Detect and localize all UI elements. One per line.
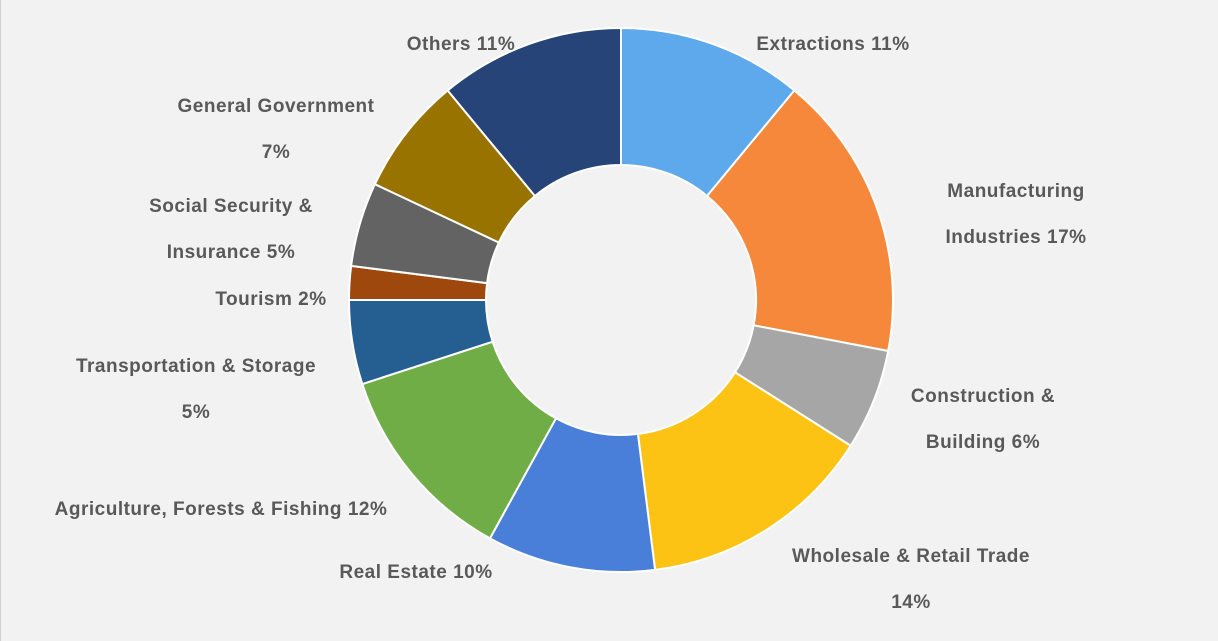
donut-slice <box>636 370 853 571</box>
value-label: 2% <box>298 289 327 310</box>
category-label: Tourism <box>215 289 293 310</box>
value-label: 7% <box>261 142 291 163</box>
value-label: 12% <box>347 499 388 520</box>
slice-label: Construction & Building 6% <box>873 374 1093 466</box>
category-label: Agriculture, Forests & Fishing <box>54 499 343 520</box>
category-label: Wholesale & Retail Trade <box>792 546 1030 567</box>
slice-label: Others 11% <box>401 22 521 68</box>
value-label: 5% <box>266 242 296 263</box>
slice-label: Real Estate 10% <box>296 550 536 596</box>
slice-label: Agriculture, Forests & Fishing 12% <box>11 487 431 533</box>
value-label: 10% <box>453 562 493 583</box>
category-label: Manufacturing Industries <box>945 181 1085 248</box>
category-label: Real Estate <box>339 562 448 583</box>
value-label: 11% <box>476 34 516 55</box>
donut-slice <box>705 89 894 353</box>
value-label: 17% <box>1047 227 1087 248</box>
value-label: 6% <box>1011 432 1041 453</box>
value-label: 11% <box>871 34 910 55</box>
slice-label: General Government 7% <box>166 84 386 176</box>
slice-label: Transportation & Storage 5% <box>71 344 321 436</box>
slice-label: Wholesale & Retail Trade 14% <box>771 534 1051 626</box>
slice-label: Manufacturing Industries 17% <box>911 169 1121 261</box>
donut-slice <box>446 26 622 198</box>
slice-label: Tourism 2% <box>191 277 351 323</box>
slice-label: Social Security & Insurance 5% <box>106 184 356 276</box>
category-label: Transportation & Storage <box>75 356 317 377</box>
category-label: General Government <box>177 96 375 117</box>
category-label: Construction & Building <box>910 386 1056 453</box>
value-label: 14% <box>891 592 931 613</box>
category-label: Others <box>406 34 471 55</box>
slice-label: Extractions 11% <box>703 22 963 68</box>
value-label: 5% <box>181 402 211 423</box>
category-label: Extractions <box>756 34 866 55</box>
category-label: Social Security & Insurance <box>149 196 313 263</box>
